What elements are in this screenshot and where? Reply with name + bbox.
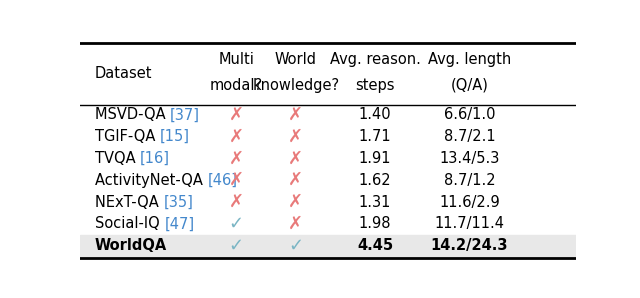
Text: ✗: ✗ <box>228 128 244 146</box>
Text: (Q/A): (Q/A) <box>451 77 488 93</box>
Text: ✗: ✗ <box>288 215 303 233</box>
Text: ✗: ✗ <box>288 106 303 124</box>
Text: 14.2/24.3: 14.2/24.3 <box>431 238 508 253</box>
Text: Avg. reason.: Avg. reason. <box>330 52 420 67</box>
Text: ✗: ✗ <box>228 171 244 189</box>
Text: TVQA: TVQA <box>95 151 140 166</box>
Text: [46]: [46] <box>207 173 237 188</box>
Text: 1.71: 1.71 <box>359 129 392 144</box>
Text: 11.6/2.9: 11.6/2.9 <box>439 195 500 209</box>
Text: ✗: ✗ <box>228 150 244 167</box>
Text: MSVD-QA: MSVD-QA <box>95 107 170 122</box>
Text: 8.7/2.1: 8.7/2.1 <box>444 129 495 144</box>
Text: ActivityNet-QA: ActivityNet-QA <box>95 173 207 188</box>
Text: ✓: ✓ <box>288 237 303 255</box>
Text: Multi: Multi <box>218 52 254 67</box>
Text: 1.31: 1.31 <box>359 195 391 209</box>
Text: [37]: [37] <box>170 107 200 122</box>
Text: TGIF-QA: TGIF-QA <box>95 129 160 144</box>
Text: 8.7/1.2: 8.7/1.2 <box>444 173 495 188</box>
Text: ✓: ✓ <box>228 215 244 233</box>
Text: Social-IQ: Social-IQ <box>95 216 164 232</box>
Text: Avg. length: Avg. length <box>428 52 511 67</box>
Text: [47]: [47] <box>164 216 195 232</box>
Text: ✗: ✗ <box>288 150 303 167</box>
Text: ✗: ✗ <box>288 128 303 146</box>
Text: 11.7/11.4: 11.7/11.4 <box>435 216 504 232</box>
Text: 1.98: 1.98 <box>359 216 392 232</box>
Text: 13.4/5.3: 13.4/5.3 <box>439 151 500 166</box>
Text: 1.62: 1.62 <box>359 173 392 188</box>
Text: ✗: ✗ <box>288 193 303 211</box>
Text: NExT-QA: NExT-QA <box>95 195 163 209</box>
Text: [35]: [35] <box>163 195 193 209</box>
Text: modal?: modal? <box>210 77 263 93</box>
Text: 4.45: 4.45 <box>357 238 393 253</box>
Text: Dataset: Dataset <box>95 66 152 81</box>
Text: ✗: ✗ <box>288 171 303 189</box>
Text: [15]: [15] <box>160 129 190 144</box>
Text: World: World <box>275 52 317 67</box>
Bar <box>80 235 576 257</box>
Text: steps: steps <box>355 77 395 93</box>
Text: ✗: ✗ <box>228 193 244 211</box>
Text: 1.91: 1.91 <box>359 151 392 166</box>
Text: ✗: ✗ <box>228 106 244 124</box>
Text: [16]: [16] <box>140 151 170 166</box>
Text: WorldQA: WorldQA <box>95 238 167 253</box>
Text: 1.40: 1.40 <box>359 107 392 122</box>
Text: knowledge?: knowledge? <box>252 77 339 93</box>
Text: ✓: ✓ <box>228 237 244 255</box>
Text: 6.6/1.0: 6.6/1.0 <box>444 107 495 122</box>
